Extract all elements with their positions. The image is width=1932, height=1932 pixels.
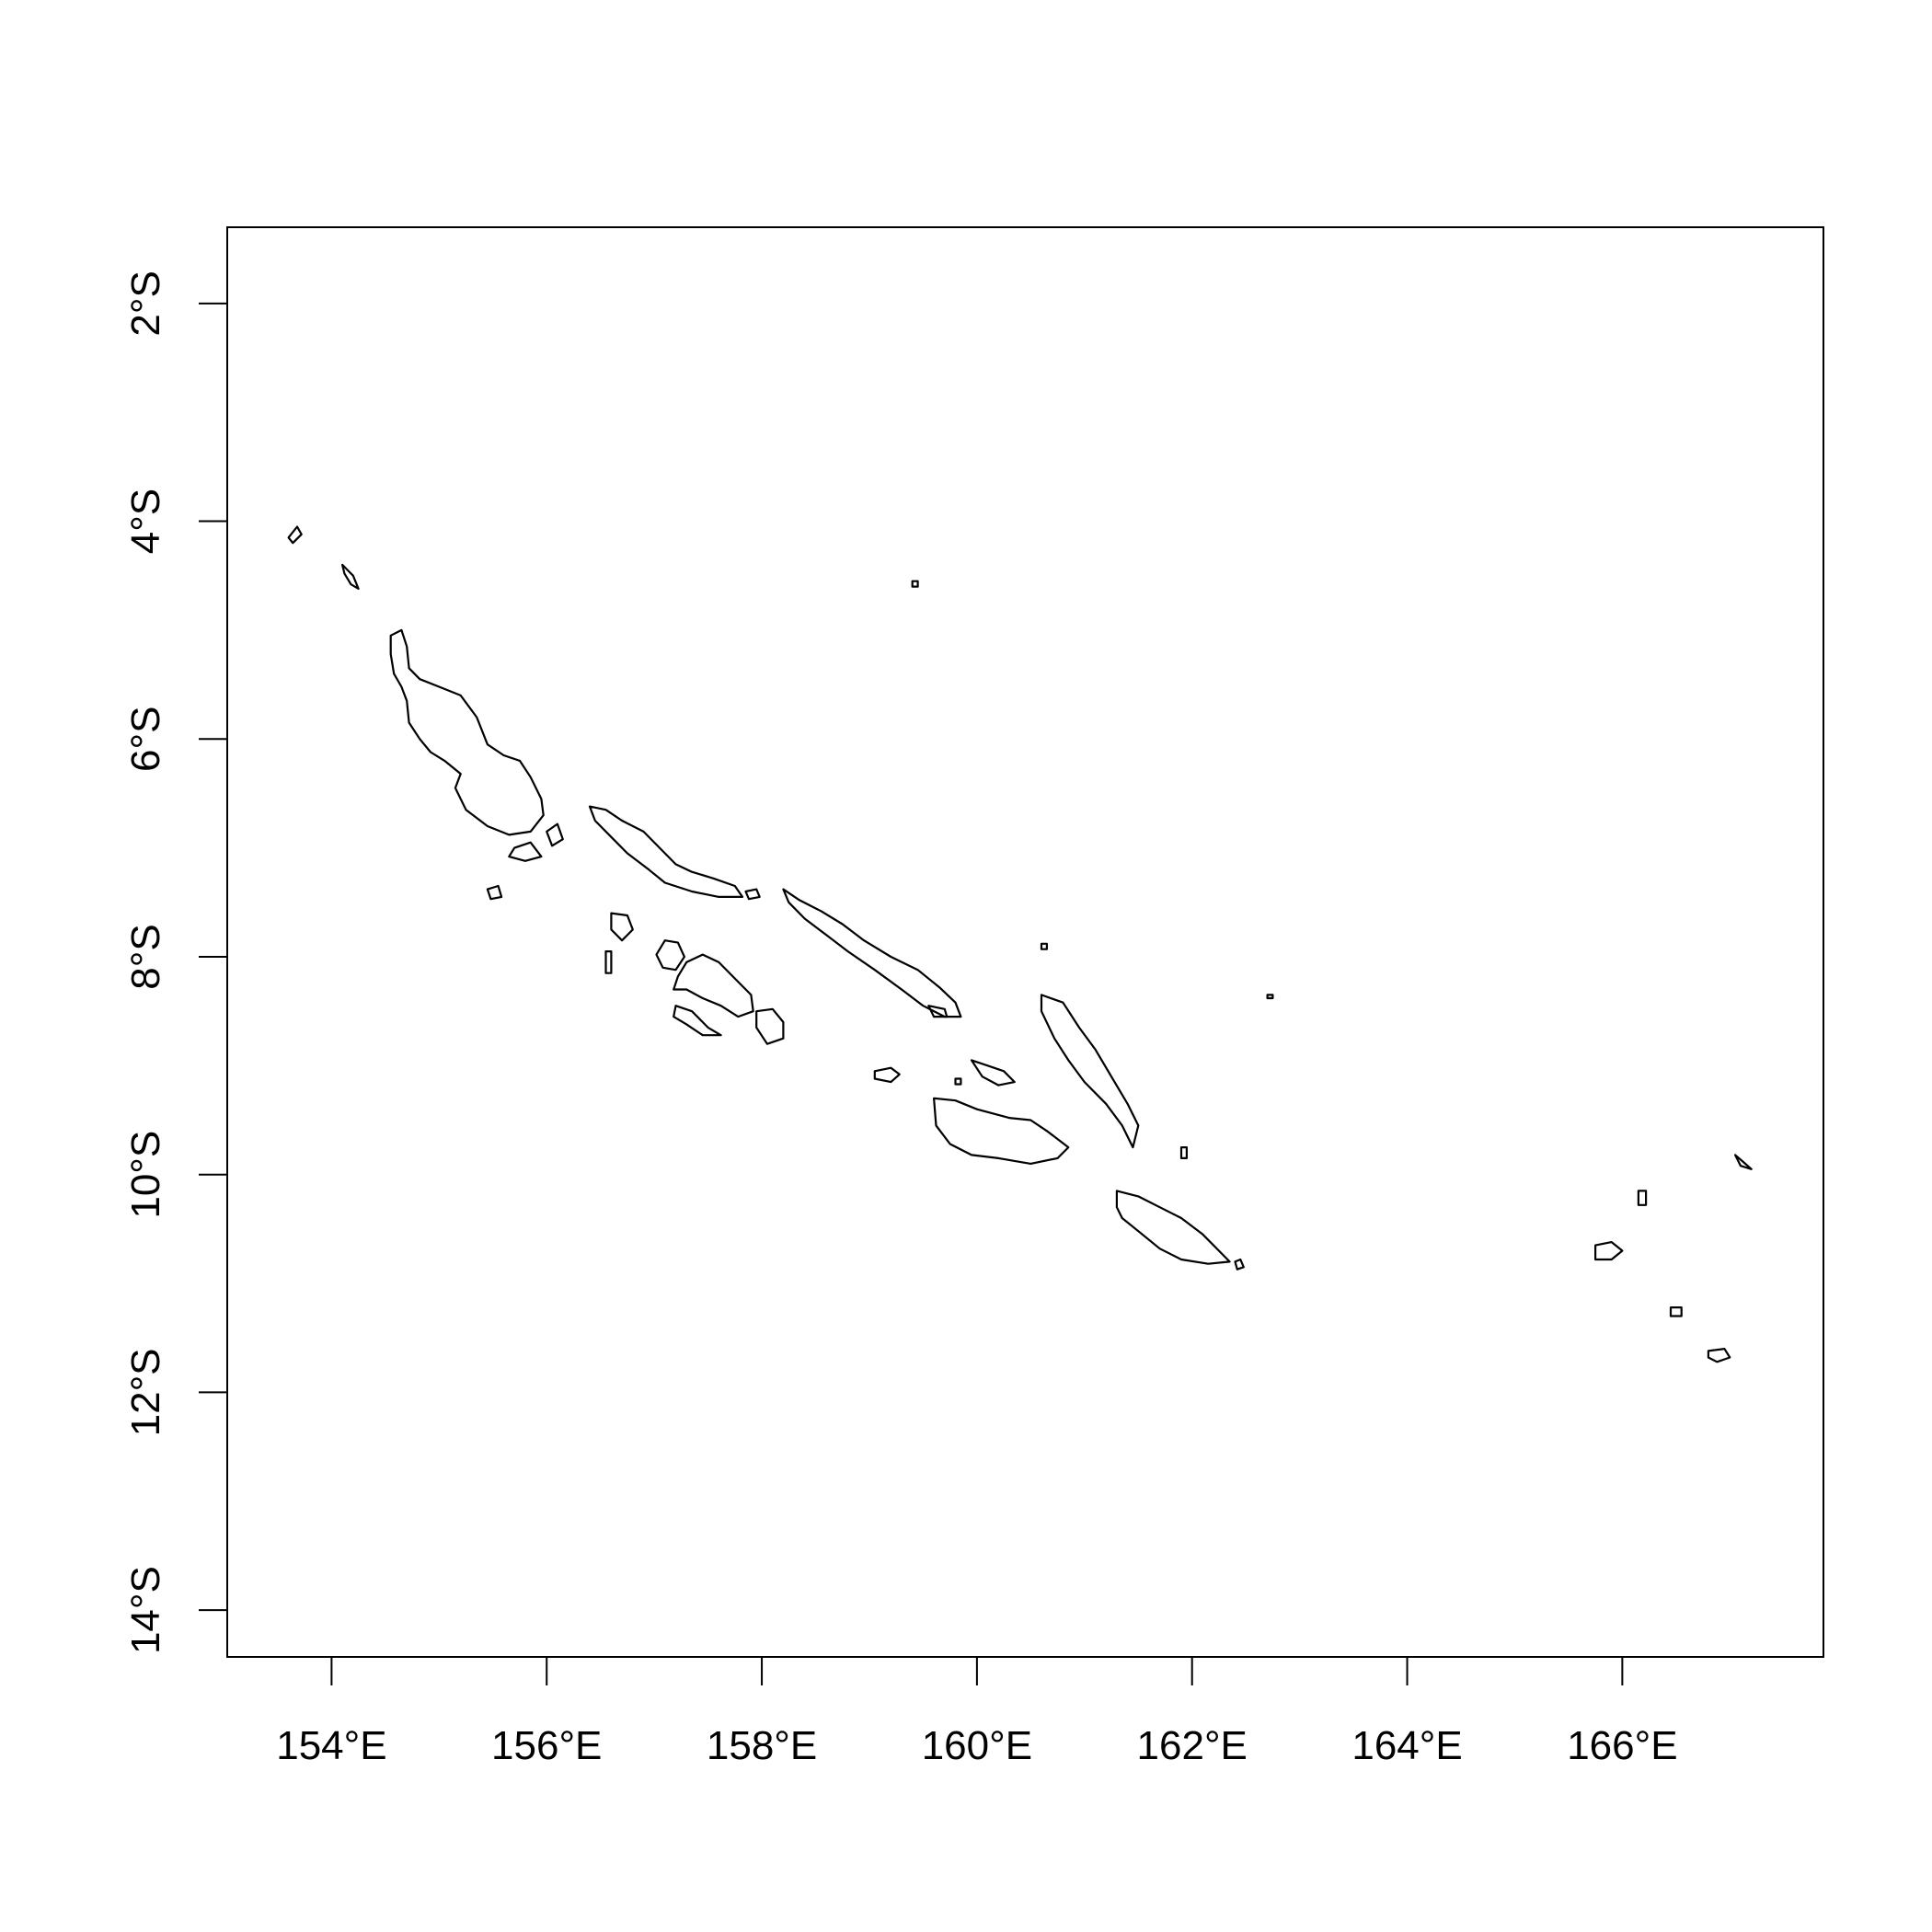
island-choiseul-tip-islet [744,888,761,901]
x-tick-label: 156°E [491,1723,602,1768]
island-choiseul-north-speck [287,525,303,545]
islands-layer [287,525,1753,1363]
island-santa-cruz-main [1593,1240,1624,1261]
island-new-georgia [673,953,754,1018]
island-savo [954,1077,962,1086]
y-tick-label: 10°S [123,1131,168,1219]
x-tick-label: 164°E [1351,1723,1462,1768]
island-shortland [508,841,543,862]
island-florida [970,1059,1016,1087]
y-tick-label: 4°S [123,489,168,554]
island-small-malaita [1179,1145,1189,1160]
island-fauro [546,822,564,847]
island-treasury [486,884,503,901]
island-santa-isabel-east-islets [927,1005,949,1018]
y-tick-label: 6°S [123,707,168,772]
x-tick-label: 154°E [276,1723,386,1768]
island-rendova [673,1005,722,1037]
island-malaita [1040,994,1140,1149]
y-axis: 2°S 4°S 6°S 8°S 10°S 12°S 14°S [123,270,228,1654]
island-choiseul [588,805,744,899]
x-tick-label: 158°E [707,1723,817,1768]
x-axis: 154°E 156°E 158°E 160°E 162°E 164°E 166°E [276,1656,1678,1768]
island-makira [1115,1190,1231,1265]
island-ontong-java-speck [911,580,919,588]
island-santa-isabel [782,888,962,1018]
y-tick-label: 14°S [123,1566,168,1654]
island-vella-lavella [610,912,634,942]
island-guadalcanal [932,1097,1070,1166]
island-makira-east-islets [1234,1258,1245,1271]
island-utupua [1669,1305,1683,1317]
island-nissan-speck [341,563,360,591]
island-vangunu [755,1007,785,1045]
island-vanikoro [1707,1347,1731,1363]
island-vella-west-islets [604,949,613,974]
x-tick-label: 162°E [1137,1723,1248,1768]
island-sikaiana-speck [1266,994,1274,1000]
island-reef-islands [1637,1190,1648,1206]
island-ulawa-speck [1040,942,1049,950]
island-russell [873,1066,901,1084]
y-tick-label: 12°S [123,1348,168,1436]
x-tick-label: 160°E [922,1723,1032,1768]
island-kolombangara [655,939,686,972]
y-tick-label: 2°S [123,270,168,336]
island-bougainville [389,628,545,836]
y-tick-label: 8°S [123,924,168,989]
island-duff-islands [1733,1154,1753,1170]
x-tick-label: 166°E [1567,1723,1677,1768]
